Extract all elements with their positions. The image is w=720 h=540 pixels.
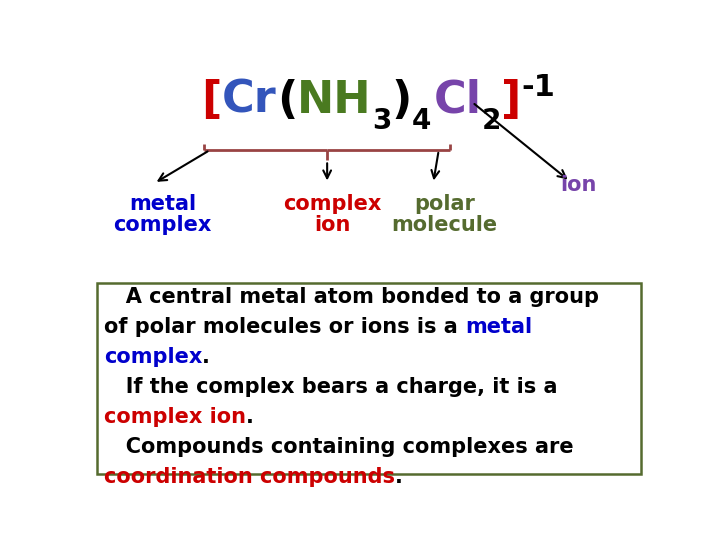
Text: If the complex bears a charge, it is a: If the complex bears a charge, it is a xyxy=(104,377,557,397)
Text: [: [ xyxy=(202,79,222,122)
Text: ion: ion xyxy=(560,175,596,195)
Text: 2: 2 xyxy=(482,107,501,135)
Text: of polar molecules or ions is a: of polar molecules or ions is a xyxy=(104,317,465,337)
Text: complex: complex xyxy=(104,347,202,367)
Text: metal
complex: metal complex xyxy=(113,194,212,235)
Text: .: . xyxy=(202,347,210,367)
Text: .: . xyxy=(246,407,254,427)
Text: 3: 3 xyxy=(372,107,391,135)
Text: complex ion: complex ion xyxy=(104,407,246,427)
Text: -1: -1 xyxy=(521,73,555,102)
Text: (: ( xyxy=(276,79,297,122)
Text: ]: ] xyxy=(501,79,521,122)
Text: A central metal atom bonded to a group: A central metal atom bonded to a group xyxy=(104,287,599,307)
Text: complex
ion: complex ion xyxy=(284,194,382,235)
Text: Cr: Cr xyxy=(222,79,276,122)
Text: NH: NH xyxy=(297,79,372,122)
Text: coordination compounds: coordination compounds xyxy=(104,467,395,487)
Text: Compounds containing complexes are: Compounds containing complexes are xyxy=(104,437,574,457)
Text: polar
molecule: polar molecule xyxy=(391,194,498,235)
Text: .: . xyxy=(395,467,402,487)
FancyBboxPatch shape xyxy=(96,283,642,474)
Text: metal: metal xyxy=(465,317,532,337)
Text: ): ) xyxy=(391,79,411,122)
Text: Cl: Cl xyxy=(433,79,482,122)
Text: 4: 4 xyxy=(411,107,431,135)
